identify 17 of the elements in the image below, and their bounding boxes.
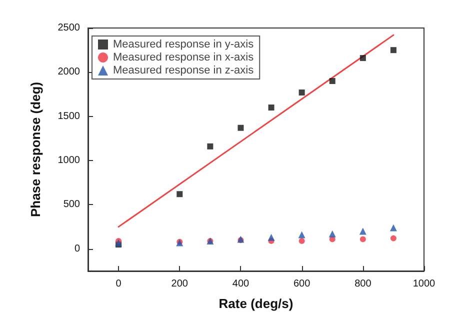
- y-tick-label: 0: [74, 243, 80, 254]
- y-tick-label: 1000: [58, 155, 80, 166]
- x-tick-label: 400: [232, 278, 250, 290]
- legend-label: Measured response in x-axis: [113, 52, 254, 64]
- x-tick-label: 600: [293, 278, 311, 290]
- x-tick-label: 200: [171, 278, 188, 290]
- legend-label: Measured response in z-axis: [113, 64, 254, 76]
- x-tick-label: 1000: [412, 278, 436, 290]
- y-tick-label: 2000: [58, 66, 80, 78]
- y-tick-label: 2500: [58, 22, 80, 34]
- legend-label: Measured response in y-axis: [113, 38, 254, 50]
- y-tick-label: 1500: [58, 110, 80, 122]
- x-tick-label: 0: [116, 278, 122, 290]
- x-axis-title: Rate (deg/s): [218, 296, 294, 311]
- y-tick-label: 500: [63, 199, 80, 210]
- y-axis-title: Phase response (deg): [28, 82, 43, 218]
- x-tick-label: 800: [354, 278, 372, 290]
